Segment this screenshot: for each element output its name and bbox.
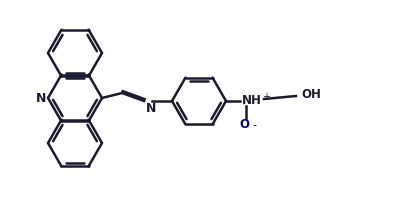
Text: O: O: [239, 118, 249, 132]
Text: OH: OH: [301, 89, 321, 101]
Text: -: -: [252, 120, 256, 130]
Text: +: +: [262, 92, 270, 102]
Text: NH: NH: [242, 94, 262, 106]
Text: N: N: [36, 92, 46, 104]
Text: N: N: [146, 102, 156, 115]
